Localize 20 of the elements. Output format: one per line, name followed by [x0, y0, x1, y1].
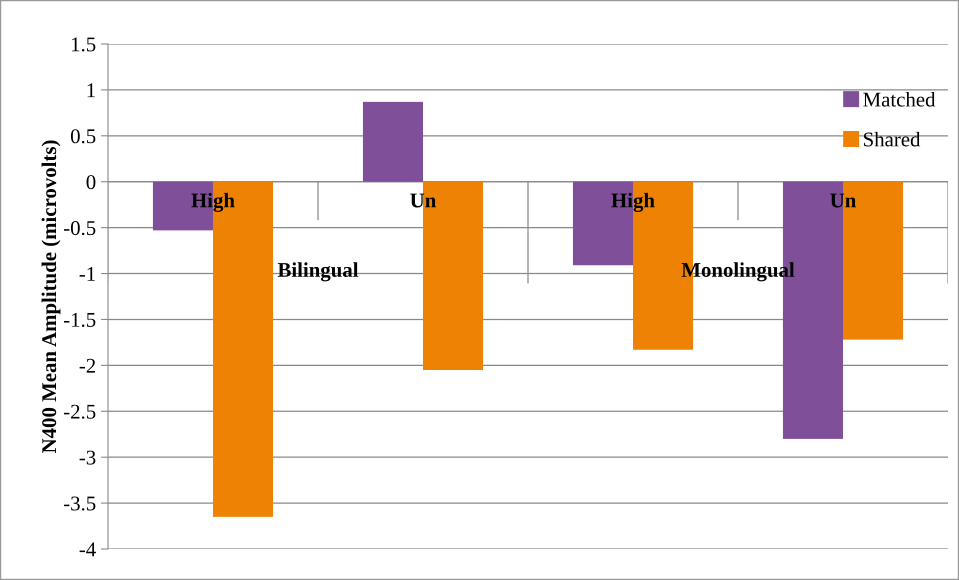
y-tick-label: -2.5: [64, 404, 96, 419]
y-tick-label: -0.5: [64, 221, 96, 236]
x-tick-label: High: [191, 192, 235, 212]
legend-label: Shared: [864, 132, 920, 146]
y-tick-label: -2: [80, 358, 96, 373]
y-tick-label: -4: [80, 542, 96, 556]
x-tick-label: High: [611, 192, 655, 212]
y-tick-label: 1.5: [72, 37, 96, 52]
x-tick-label: Un: [410, 194, 436, 208]
y-tick-label: 0.5: [70, 129, 96, 144]
y-axis-title: N400 Mean Amplitude (microvolts): [42, 140, 60, 454]
y-tick-label: -3: [80, 450, 96, 465]
y-tick-label: -1.5: [64, 312, 96, 327]
y-tick-label: -3.5: [64, 496, 96, 511]
legend-label: Matched: [863, 92, 936, 107]
y-tick-label: 1: [88, 83, 95, 98]
y-tick-label: 0: [86, 175, 96, 190]
annotation: Bilingual: [278, 262, 358, 282]
y-tick-label: -1: [80, 267, 95, 281]
x-tick-label: Un: [830, 194, 856, 208]
